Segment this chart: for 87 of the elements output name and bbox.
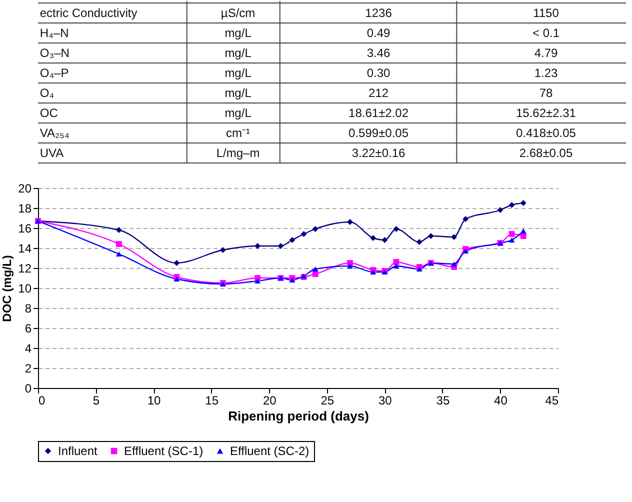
point — [508, 237, 515, 243]
x-tick-label: 15 — [205, 394, 219, 408]
y-tick-label: 2 — [24, 362, 32, 376]
text: µS/cm — [220, 6, 256, 20]
y-tick-label: 20 — [18, 182, 32, 196]
y-tick-label: 10 — [18, 282, 32, 296]
point — [462, 216, 469, 222]
y-tick-label: 6 — [24, 322, 32, 336]
text: 3.22±0.16 — [352, 146, 406, 160]
y-tick-label: 8 — [24, 302, 32, 316]
text: L/mg–m — [216, 146, 260, 160]
text: VA₂₅₄ — [40, 126, 70, 140]
text: OC — [40, 106, 58, 120]
point — [382, 237, 388, 243]
point — [116, 251, 122, 257]
y-tick-label: 4 — [24, 342, 32, 356]
x-tick-label: 45 — [545, 394, 559, 408]
text: 15.62±2.31 — [516, 106, 576, 120]
text: 1150 — [533, 6, 560, 20]
point — [520, 233, 526, 239]
text: UVA — [40, 146, 64, 160]
text: mg/L — [224, 106, 252, 120]
x-tick-label: 20 — [262, 394, 277, 408]
point — [393, 263, 400, 269]
x-tick-label: 5 — [92, 394, 100, 408]
text: 212 — [368, 86, 389, 100]
text: 1.23 — [534, 66, 558, 80]
text: 18.61±2.02 — [348, 106, 409, 120]
point — [520, 200, 526, 206]
point — [428, 233, 434, 239]
text: 0.30 — [366, 66, 391, 80]
point — [393, 226, 400, 232]
text: 0.599±0.05 — [348, 126, 409, 140]
point — [347, 263, 353, 269]
legend-label: Effluent (SC-1) — [124, 444, 204, 458]
text: 1236 — [365, 6, 392, 20]
point — [370, 235, 376, 241]
text: O₄ — [40, 86, 54, 100]
x-tick-label: 0 — [38, 394, 46, 408]
point — [220, 247, 226, 253]
x-tick-label: 35 — [436, 394, 450, 408]
y-tick-label: 0 — [24, 382, 32, 396]
x-tick-label: 10 — [147, 394, 162, 408]
text: mg/L — [224, 86, 252, 100]
point — [508, 231, 515, 237]
legend-label: Influent — [58, 444, 98, 458]
x-tick-label: 40 — [494, 394, 508, 408]
text: mg/L — [224, 46, 252, 60]
point — [508, 202, 515, 208]
point — [278, 243, 284, 249]
x-axis-title: Ripening period (days) — [228, 408, 369, 424]
text: cm⁻¹ — [226, 126, 250, 140]
text: 78 — [539, 86, 553, 100]
point — [497, 207, 504, 213]
y-tick-label: 12 — [18, 262, 32, 276]
point — [289, 237, 296, 243]
point — [116, 227, 122, 233]
point — [254, 278, 261, 284]
point — [393, 259, 400, 265]
x-tick-label: 25 — [320, 394, 334, 408]
point — [520, 228, 526, 234]
text: O₄–P — [40, 66, 69, 80]
text: 0.49 — [366, 26, 391, 40]
y-tick-label: 18 — [18, 202, 32, 216]
y-tick-label: 14 — [18, 242, 32, 256]
x-tick-label: 30 — [378, 394, 392, 408]
text: 0.418±0.05 — [516, 126, 576, 140]
text: H₄–N — [40, 26, 69, 40]
text: mg/L — [224, 26, 252, 40]
y-tick-label: 16 — [18, 222, 32, 236]
point — [312, 266, 318, 272]
point — [300, 231, 307, 237]
point — [116, 241, 122, 247]
legend-label: Effluent (SC-2) — [230, 444, 310, 458]
y-axis-title: DOC (mg/L) — [0, 255, 14, 322]
point — [451, 261, 457, 267]
text: ectric Conductivity — [40, 6, 138, 20]
text: mg/L — [224, 66, 252, 80]
point — [416, 239, 422, 245]
point — [312, 271, 318, 277]
text: 3.46 — [366, 46, 391, 60]
text: 4.79 — [534, 46, 558, 60]
point — [174, 260, 180, 266]
text: 2.68±0.05 — [519, 146, 573, 160]
text: < 0.1 — [532, 26, 560, 40]
text: O₃–N — [40, 46, 70, 60]
point — [312, 226, 318, 232]
